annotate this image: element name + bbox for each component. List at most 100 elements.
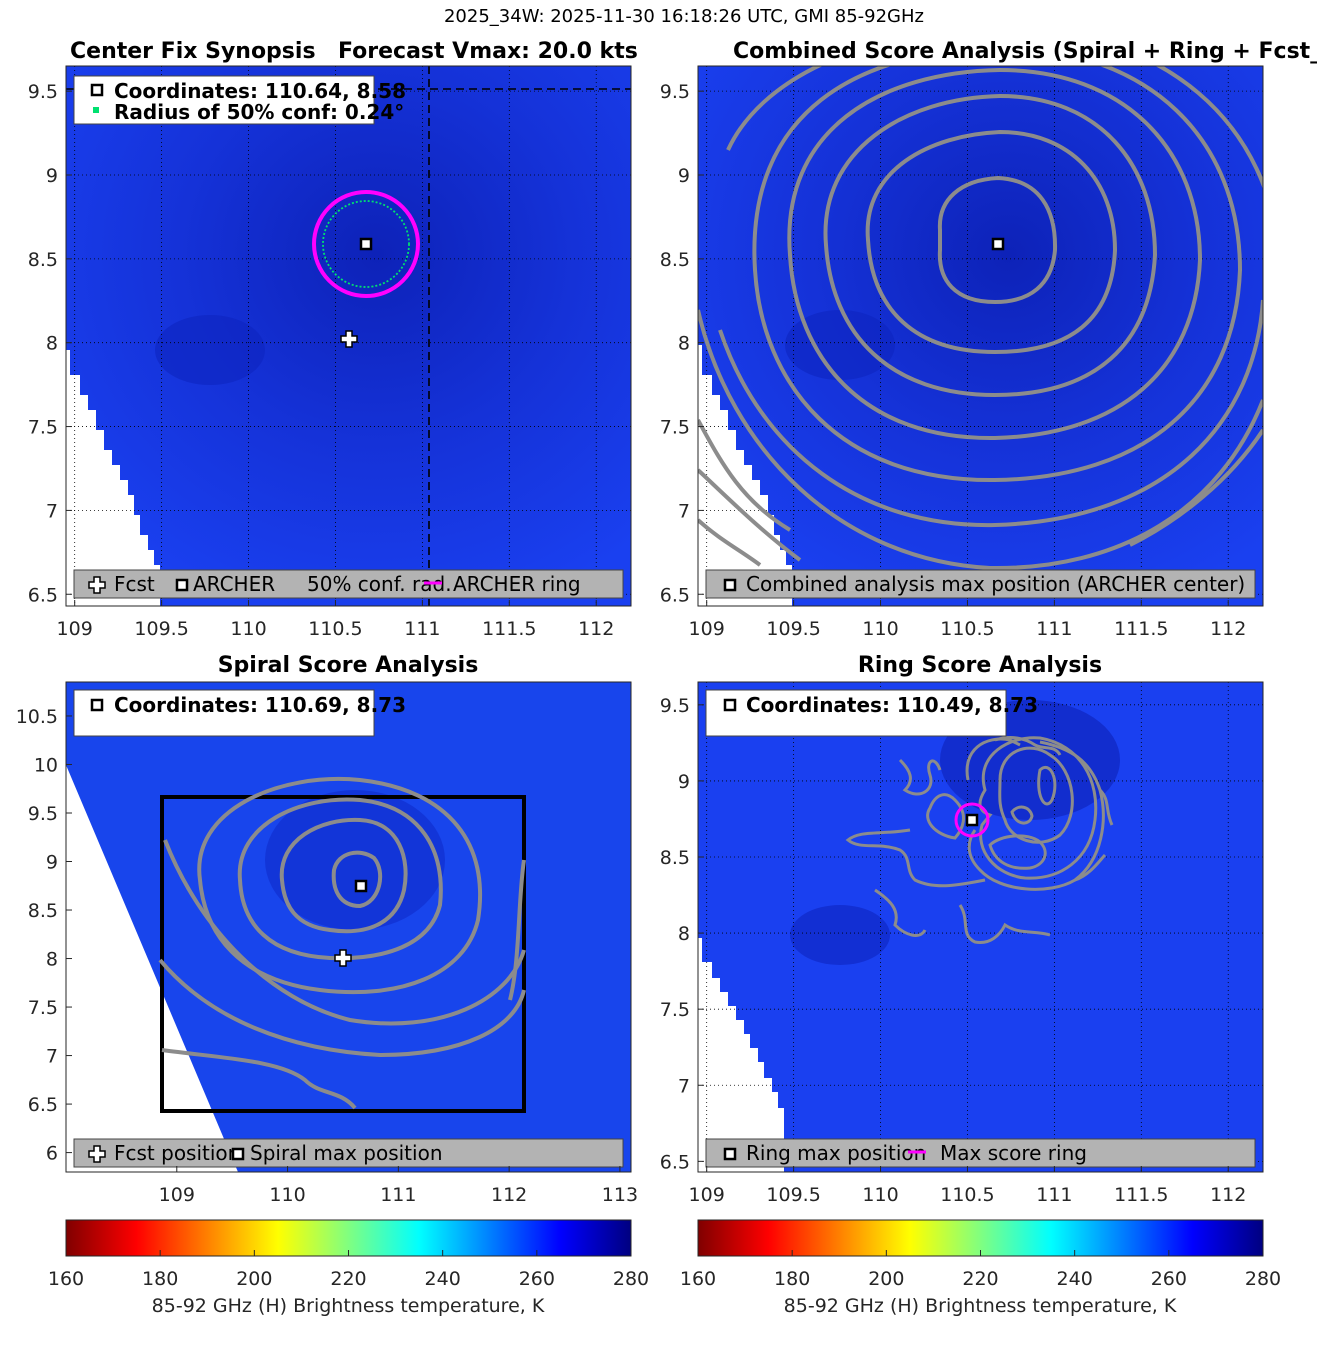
xtick-label: 112	[491, 1184, 527, 1206]
panel-b-contour-10	[698, 518, 762, 567]
xtick-label: 111	[380, 1184, 416, 1206]
panel-d-grid	[698, 682, 1263, 1172]
ytick-label: 6.5	[660, 584, 690, 606]
panel-c-contour-1	[331, 850, 383, 909]
panel-a-missing-data	[66, 350, 160, 606]
colorbar-tick-label: 240	[1057, 1268, 1093, 1290]
ytick-label: 9	[678, 165, 690, 187]
panel-d-missing-data	[698, 938, 784, 1172]
panel-d-contour-8	[845, 828, 986, 888]
panel-d-legend-maxring: Max score ring	[940, 1141, 1087, 1165]
ytick-label: 7	[46, 500, 58, 522]
panel-d-frame	[697, 681, 1264, 1173]
ytick-label: 9	[678, 771, 690, 793]
colorbar-tick-label: 180	[774, 1268, 810, 1290]
panel-d-ring-marker	[965, 813, 979, 827]
xtick-label: 110	[230, 618, 266, 640]
panel-b-contour-5	[752, 66, 1243, 483]
panel-b-contour-4	[787, 67, 1203, 441]
xtick-label: 113	[602, 1184, 638, 1206]
panel-c-contour-6	[158, 958, 526, 1058]
panel-a-info-box	[73, 75, 375, 125]
panel-d-contour-1	[1037, 766, 1057, 806]
colorbar-left-ticks: 160 180 200 220 240 260 280	[48, 1250, 649, 1290]
panel-b-archer-marker	[991, 237, 1005, 251]
ytick-label: 9	[46, 852, 58, 874]
panel-c-contour-8	[161, 1048, 357, 1110]
panel-d-info-icon	[723, 698, 737, 712]
colorbar-tick-label: 260	[519, 1268, 555, 1290]
panel-c-contour-3	[237, 797, 443, 961]
panel-c-contour-4	[197, 777, 483, 995]
panel-a-legend-ring: ARCHER ring	[453, 572, 581, 596]
ytick-label: 6.5	[28, 584, 58, 606]
panel-d-title: Ring Score Analysis	[858, 653, 1102, 678]
panel-a-archer-marker	[359, 237, 373, 251]
panel-d-contour-9	[898, 758, 942, 796]
panel-b-contour-9	[698, 468, 802, 562]
panel-d-info-coords: Coordinates: 110.49, 8.73	[746, 693, 1038, 717]
colorbar-tick-label: 240	[425, 1268, 461, 1290]
panel-d-contour-6	[1010, 805, 1034, 825]
panel-spiral: Spiral Score Analysis Coordinates: 110.6…	[16, 653, 638, 1206]
xtick-label: 111	[1036, 618, 1072, 640]
xtick-label: 109.5	[766, 1184, 820, 1206]
panel-c-legend-fcst: Fcst position	[114, 1141, 240, 1165]
panel-d-contour-11	[1074, 788, 1114, 882]
panel-a-archer-ring	[312, 190, 420, 298]
ytick-label: 8.5	[660, 847, 690, 869]
panel-a-frame	[65, 65, 632, 607]
panel-a-legend	[73, 569, 624, 599]
panel-d-contour-10	[874, 888, 1051, 945]
ytick-label: 8.5	[28, 900, 58, 922]
panel-a-cold-patch	[155, 315, 265, 385]
ytick-label: 7	[678, 500, 690, 522]
ytick-label: 6.5	[660, 1151, 690, 1173]
ytick-label: 7.5	[28, 997, 58, 1019]
panel-b-contour-6	[718, 66, 1263, 528]
ytick-label: 8.5	[660, 249, 690, 271]
colorbar-tick-label: 280	[1245, 1268, 1281, 1290]
panel-d-max-ring	[954, 802, 990, 838]
panel-a-fcst-marker	[340, 330, 358, 348]
ytick-label: 8	[46, 333, 58, 355]
panel-a-legend-archer: ARCHER	[193, 572, 275, 596]
panel-c-info-coords: Coordinates: 110.69, 8.73	[114, 693, 406, 717]
panel-b-contours	[698, 66, 1263, 571]
panel-a-title-left: Center Fix Synopsis	[70, 39, 316, 64]
panel-b-legend-icon	[723, 578, 737, 592]
xtick-label: 111.5	[1114, 618, 1168, 640]
ytick-label: 7	[678, 1075, 690, 1097]
panel-b-contour-2	[865, 129, 1118, 355]
panel-b-contour-1	[937, 175, 1058, 305]
ytick-label: 9.5	[28, 803, 58, 825]
panel-b-legend	[705, 569, 1256, 599]
ytick-label: 7.5	[660, 999, 690, 1021]
panel-c-legend-fcst-icon	[88, 1145, 106, 1163]
panel-a-info-coords: Coordinates: 110.64, 8.58	[114, 79, 406, 103]
panel-c-contour-5	[163, 839, 526, 1026]
xtick-label: 109.5	[766, 618, 820, 640]
panel-b-contour-8	[698, 419, 792, 532]
xtick-label: 110.5	[940, 618, 994, 640]
panel-ring: Ring Score Analysis	[660, 653, 1264, 1206]
ytick-label: 9	[46, 165, 58, 187]
ytick-label: 7	[46, 1046, 58, 1068]
panel-a-conf-radius	[322, 200, 410, 288]
xtick-label: 110	[269, 1184, 305, 1206]
ytick-label: 8	[678, 333, 690, 355]
ytick-label: 8.5	[28, 249, 58, 271]
ytick-label: 8	[678, 923, 690, 945]
xtick-label: 110.5	[308, 618, 362, 640]
ytick-label: 10	[34, 754, 58, 776]
xtick-label: 111.5	[482, 618, 536, 640]
panel-d-legend	[705, 1138, 1256, 1168]
xtick-label: 110	[862, 1184, 898, 1206]
xtick-label: 109	[159, 1184, 195, 1206]
panel-d-cold-patch	[790, 905, 890, 965]
ytick-label: 10.5	[16, 706, 58, 728]
colorbar-right: 160 180 200 220 240 260 280 85-92 GHz (H) Brig…	[680, 1219, 1281, 1317]
xtick-label: 110	[862, 618, 898, 640]
ytick-label: 6	[46, 1143, 58, 1165]
panel-b-contour-7	[698, 309, 1263, 571]
